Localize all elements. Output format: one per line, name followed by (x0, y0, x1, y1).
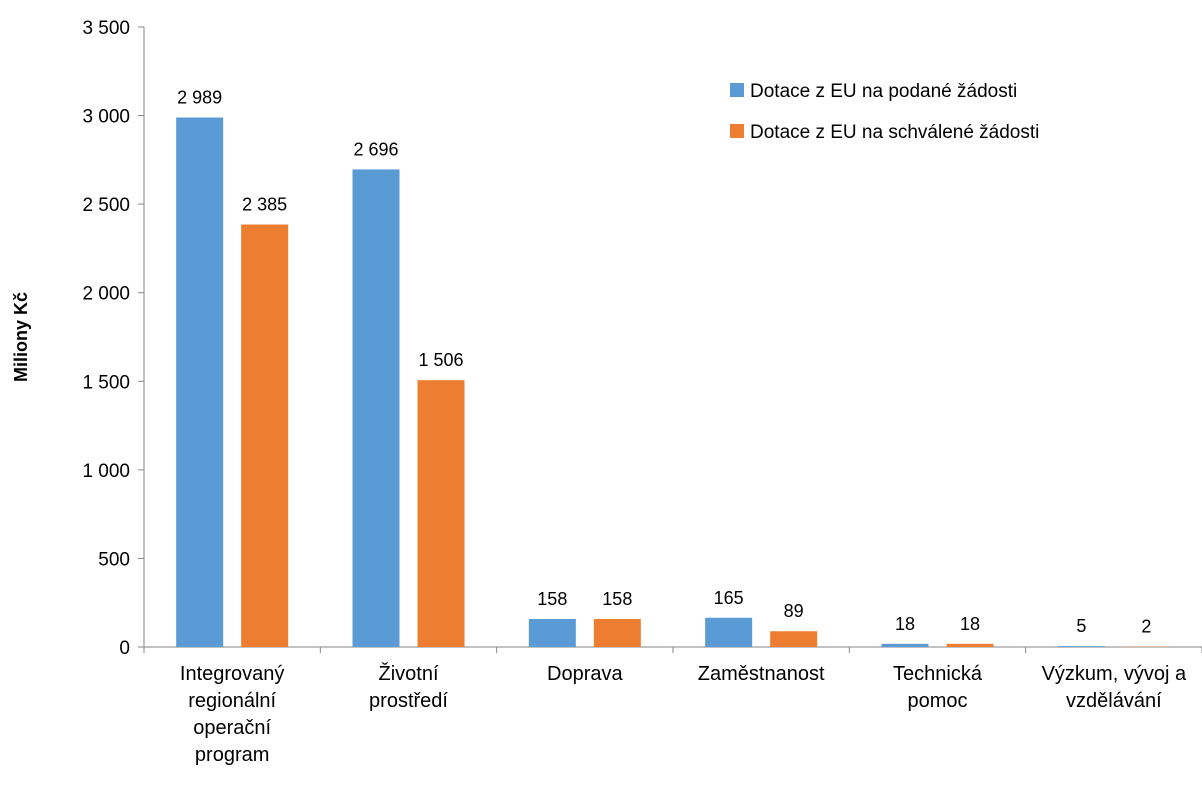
x-tick-label-line: operační (193, 717, 271, 739)
bar (881, 643, 929, 647)
y-tick-label: 3 500 (82, 18, 130, 39)
data-label: 2 (1141, 617, 1151, 637)
data-label: 158 (602, 589, 632, 609)
bar (176, 117, 224, 647)
x-tick-label-line: Technická (893, 663, 983, 685)
y-axis-title: Miliony Kč (11, 292, 31, 382)
bar (352, 169, 400, 647)
y-tick-label: 3 000 (82, 107, 130, 128)
x-tick-label-line: Zaměstnanost (698, 663, 825, 685)
x-tick-label: Výzkum, vývoj a vzdělávání (1042, 663, 1187, 712)
x-tick-label: Zaměstnanost (698, 663, 825, 685)
x-tick-label-line: Integrovaný (180, 663, 285, 685)
y-tick-label: 1 000 (82, 461, 130, 482)
x-tick-label: Integrovaný regionální operační program (180, 663, 285, 766)
x-tick-label-line: Doprava (547, 663, 623, 685)
bar (417, 380, 465, 647)
bars (176, 117, 1170, 647)
y-axis: 0 500 1 000 1 500 2 000 2 500 3 000 3 500 (82, 18, 145, 659)
data-label: 2 989 (177, 88, 222, 108)
legend-swatch (730, 124, 744, 138)
x-tick-label: Technická pomoc (893, 663, 983, 712)
x-tick-label-line: prostředí (369, 690, 448, 712)
bar (1057, 646, 1105, 647)
data-label: 5 (1076, 616, 1086, 636)
x-tick-label-line: vzdělávání (1066, 690, 1162, 712)
x-tick-label-line: program (195, 744, 269, 766)
x-tick-label-line: pomoc (907, 690, 967, 712)
bar (528, 619, 576, 647)
data-labels: 2 989 2 696 158 165 18 5 2 385 1 506 158 89 18 2 (177, 88, 1151, 637)
data-label: 158 (537, 589, 567, 609)
bar (946, 643, 994, 647)
data-label: 165 (714, 588, 744, 608)
y-tick-label: 2 500 (82, 195, 130, 216)
data-label: 1 506 (418, 350, 463, 370)
data-label: 2 696 (353, 139, 398, 159)
legend-label: Dotace z EU na schválené žádosti (750, 122, 1039, 143)
data-label: 2 385 (242, 195, 287, 215)
bar (705, 617, 753, 647)
legend: Dotace z EU na podané žádosti Dotace z EU… (730, 81, 1039, 143)
x-tick-label-line: Výzkum, vývoj a (1042, 663, 1187, 685)
data-label: 18 (960, 614, 980, 634)
data-label: 89 (784, 601, 804, 621)
y-tick-label: 500 (98, 549, 130, 570)
x-tick-label-line: Životní (378, 662, 438, 685)
y-tick-label: 2 000 (82, 284, 130, 305)
x-tick-label: Doprava (547, 663, 623, 685)
legend-swatch (730, 83, 744, 97)
bar (770, 631, 818, 647)
legend-label: Dotace z EU na podané žádosti (750, 81, 1017, 102)
data-label: 18 (895, 614, 915, 634)
x-axis: Integrovaný regionální operační program Živo… (143, 646, 1202, 766)
bar (593, 619, 641, 647)
y-tick-label: 0 (119, 638, 130, 659)
x-tick-label-line: regionální (188, 690, 276, 712)
x-tick-label: Životní prostředí (369, 662, 448, 712)
y-tick-label: 1 500 (82, 372, 130, 393)
bar (241, 224, 289, 647)
